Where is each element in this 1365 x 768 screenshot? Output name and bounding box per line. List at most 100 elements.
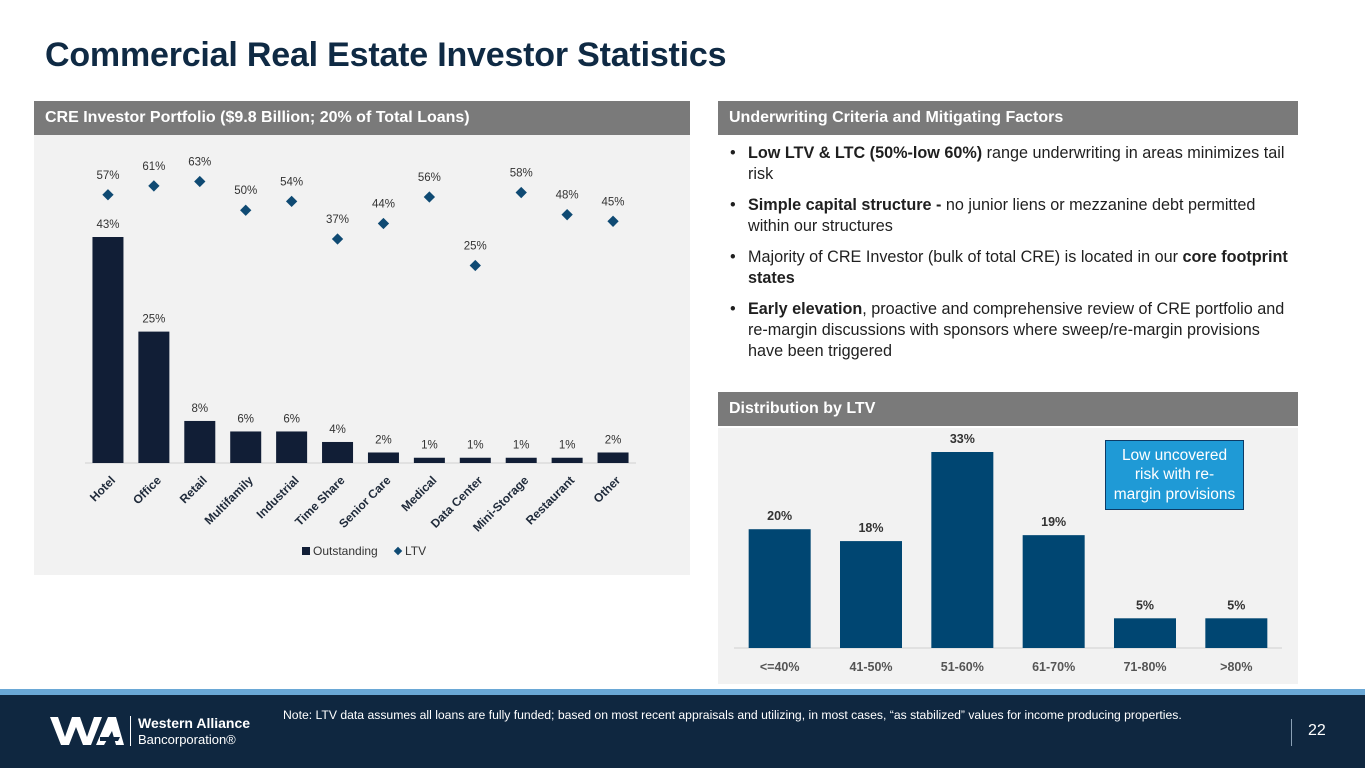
ltv-label: 63% — [188, 157, 211, 169]
outstanding-label: 1% — [513, 440, 530, 452]
footnote: Note: LTV data assumes all loans are ful… — [283, 708, 1182, 722]
outstanding-bar — [367, 452, 399, 463]
portfolio-chart: 43% 57% Hotel 25% 61% Office 8% 63% Retail 6% 50% M… — [85, 157, 636, 558]
portfolio-chart-panel: 43% 57% Hotel 25% 61% Office 8% 63% Retail 6% 50% M… — [34, 135, 690, 575]
outstanding-bar — [322, 441, 354, 463]
category-tick-label: Other — [591, 473, 624, 506]
ltv-category-label: 51-60% — [941, 660, 984, 674]
ltv-category-label: 41-50% — [849, 660, 892, 674]
ltv-bar-label: 5% — [1227, 598, 1245, 612]
ltv-marker — [102, 189, 114, 201]
ltv-marker — [148, 180, 160, 192]
ltv-label: 57% — [96, 170, 119, 182]
ltv-label: 25% — [464, 241, 487, 253]
ltv-bar-label: 5% — [1136, 598, 1154, 612]
legend-ltv-label: LTV — [405, 544, 426, 558]
ltv-bar-label: 19% — [1041, 515, 1066, 529]
ltv-bar — [931, 452, 994, 648]
ltv-marker — [561, 209, 573, 221]
ltv-bar-label: 18% — [858, 521, 883, 535]
criteria-item-footprint: Majority of CRE Investor (bulk of total … — [728, 247, 1288, 289]
outstanding-label: 43% — [96, 219, 119, 231]
ltv-label: 44% — [372, 199, 395, 211]
category-tick-label: Medical — [398, 473, 439, 514]
criteria-item-ltv: Low LTV & LTC (50%-low 60%) range underw… — [728, 143, 1288, 185]
legend-outstanding-swatch — [302, 547, 310, 555]
logo-divider — [130, 716, 131, 746]
category-tick-label: Restaurant — [523, 473, 577, 527]
outstanding-label: 25% — [142, 314, 165, 326]
outstanding-bar — [459, 457, 491, 463]
category-tick-label: Office — [130, 473, 164, 507]
outstanding-bar — [184, 420, 216, 463]
outstanding-label: 4% — [329, 424, 346, 436]
outstanding-label: 6% — [283, 413, 300, 425]
outstanding-label: 6% — [237, 413, 254, 425]
western-alliance-logo-icon — [50, 717, 124, 745]
ltv-category-label: 71-80% — [1123, 660, 1166, 674]
ltv-category-label: >80% — [1220, 660, 1252, 674]
ltv-marker — [240, 204, 252, 216]
criteria-item-capital-structure: Simple capital structure - no junior lie… — [728, 195, 1288, 237]
outstanding-label: 2% — [605, 434, 622, 446]
ltv-bar — [1205, 618, 1268, 648]
outstanding-bar — [230, 431, 262, 463]
ltv-marker — [194, 175, 206, 188]
outstanding-bar — [92, 237, 124, 463]
outstanding-bar — [138, 331, 170, 463]
outstanding-bar — [505, 457, 537, 463]
footer-bar — [0, 695, 1365, 768]
distribution-panel-header: Distribution by LTV — [718, 392, 1298, 426]
ltv-category-label: <=40% — [760, 660, 800, 674]
ltv-bar — [840, 541, 902, 648]
category-tick-label: Retail — [177, 473, 210, 506]
page-number-divider — [1291, 719, 1292, 746]
ltv-bar — [1022, 535, 1085, 648]
outstanding-bar — [551, 457, 583, 463]
brand-subname: Bancorporation® — [138, 732, 236, 747]
brand-name: Western Alliance — [138, 715, 251, 731]
criteria-panel-header: Underwriting Criteria and Mitigating Fac… — [718, 101, 1298, 135]
remargin-callout: Low uncovered risk with re-margin provis… — [1105, 440, 1244, 510]
page-number: 22 — [1308, 722, 1326, 739]
criteria-item-early-elevation: Early elevation, proactive and comprehen… — [728, 299, 1288, 362]
ltv-label: 45% — [602, 196, 625, 208]
ltv-marker — [285, 195, 298, 208]
ltv-label: 37% — [326, 214, 349, 226]
ltv-label: 56% — [418, 172, 441, 184]
outstanding-label: 2% — [375, 434, 392, 446]
portfolio-panel-header: CRE Investor Portfolio ($9.8 Billion; 20… — [34, 101, 690, 135]
ltv-label: 48% — [556, 190, 579, 202]
ltv-bar-label: 20% — [767, 509, 792, 523]
ltv-marker — [469, 259, 481, 272]
category-tick-label: Multifamily — [202, 473, 256, 527]
ltv-marker — [607, 215, 619, 227]
ltv-bar-label: 33% — [950, 432, 975, 446]
ltv-label: 58% — [510, 168, 533, 180]
category-tick-label: Industrial — [254, 473, 302, 521]
ltv-marker — [331, 233, 344, 245]
legend-outstanding-label: Outstanding — [313, 544, 378, 558]
outstanding-label: 1% — [467, 440, 484, 452]
ltv-category-label: 61-70% — [1032, 660, 1075, 674]
outstanding-bar — [413, 457, 445, 463]
ltv-distribution-chart: 20% <=40% 18% 41-50% 33% 51-60% 19% 61-70% 5% 71-… — [734, 432, 1282, 674]
outstanding-bar — [276, 431, 308, 463]
ltv-label: 50% — [234, 185, 257, 197]
ltv-label: 61% — [142, 161, 165, 173]
outstanding-label: 1% — [559, 440, 576, 452]
ltv-marker — [515, 186, 527, 199]
outstanding-label: 8% — [191, 403, 208, 415]
ltv-bar — [748, 529, 811, 648]
outstanding-label: 1% — [421, 440, 438, 452]
category-tick-label: Hotel — [87, 473, 118, 504]
legend-ltv-swatch — [393, 546, 403, 556]
ltv-bar — [1114, 618, 1176, 648]
outstanding-bar — [597, 452, 629, 463]
ltv-marker — [377, 217, 390, 230]
criteria-list: Low LTV & LTC (50%-low 60%) range underw… — [728, 143, 1288, 372]
page-title: Commercial Real Estate Investor Statisti… — [45, 36, 727, 74]
ltv-marker — [423, 191, 436, 203]
distribution-chart-panel: 20% <=40% 18% 41-50% 33% 51-60% 19% 61-70% 5% 71-… — [718, 428, 1298, 684]
ltv-label: 54% — [280, 176, 303, 188]
